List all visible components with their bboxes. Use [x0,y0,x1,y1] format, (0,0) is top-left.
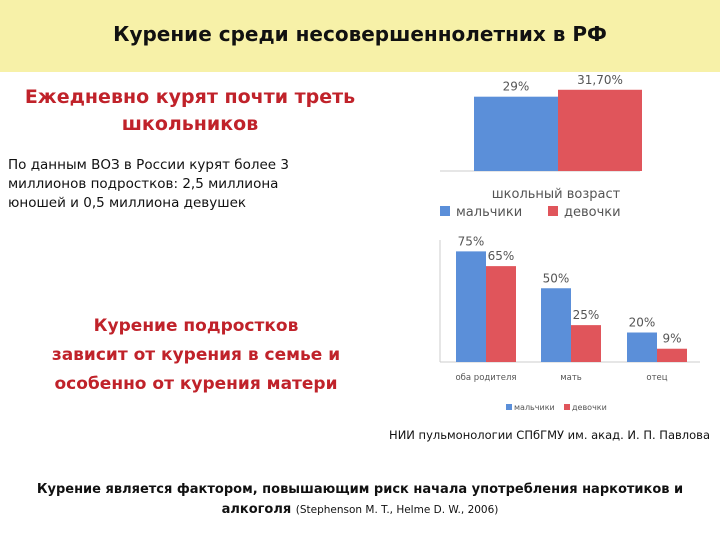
chart1-data-label: 29% [503,80,530,94]
footer-line-2: алкоголя [221,502,292,517]
family-statement: Курение подростков зависит от курения в … [8,312,384,399]
chart2-data-label: 9% [662,332,681,346]
chart1-data-label: 31,70% [577,73,623,87]
chart2-legend-swatch [564,404,570,410]
footer-line-1: Курение является фактором, повышающим ри… [36,482,684,497]
chart2-bar-girls [657,348,687,362]
chart2-bar-boys [456,251,486,362]
chart2-bar-girls [486,266,516,362]
para-line-3: юношей и 0,5 миллиона девушек [8,195,247,211]
chart1-bar-boys [474,96,558,171]
chart2-data-label: 20% [629,316,656,330]
chart2-legend-label: девочки [572,403,607,412]
chart1-legend-swatch [440,206,450,216]
chart1-legend-label: девочки [564,205,621,220]
footer-line-2-wrap: алкоголя (Stephenson M. T., Helme D. W.,… [20,500,700,520]
chart2-bar-girls [571,325,601,362]
chart1-legend-swatch [548,206,558,216]
title-banner: Курение среди несовершеннолетних в РФ [0,0,720,72]
lead-statement: Ежедневно курят почти треть школьников [6,84,374,138]
chart2-data-label: 65% [488,249,515,263]
chart1-category-label: школьный возраст [492,187,621,202]
page-title: Курение среди несовершеннолетних в РФ [113,22,607,46]
lead-line-1: Ежедневно курят почти треть [24,86,356,108]
chart2-category-label: мать [560,373,582,383]
chart2-category-label: оба родителя [455,373,516,383]
chart2-data-label: 25% [573,308,600,322]
chart2-data-label: 75% [458,234,485,248]
family-line-1: Курение подростков [93,316,299,336]
family-line-2: зависит от курения в семье и [51,345,341,365]
para-line-2: миллионов подростков: 2,5 миллиона [8,176,279,192]
para-line-1: По данным ВОЗ в России курят более 3 [8,157,289,173]
family-line-3: особенно от курения матери [54,374,338,394]
footer-note: Курение является фактором, повышающим ри… [20,480,700,520]
chart2-legend-swatch [506,404,512,410]
chart1-legend-label: мальчики [456,205,522,220]
chart2-category-label: отец [646,373,667,383]
chart2-data-label: 50% [543,271,570,285]
who-paragraph: По данным ВОЗ в России курят более 3 мил… [8,156,378,213]
chart1-bar-girls [558,89,642,171]
footer-citation: (Stephenson M. T., Helme D. W., 2006) [295,504,499,516]
lead-line-2: школьников [121,113,259,135]
chart2-bar-boys [541,288,571,362]
chart2-bar-boys [627,332,657,362]
source-note: НИИ пульмонологии СПбГМУ им. акад. И. П.… [389,428,710,442]
chart2-legend-label: мальчики [514,403,555,412]
